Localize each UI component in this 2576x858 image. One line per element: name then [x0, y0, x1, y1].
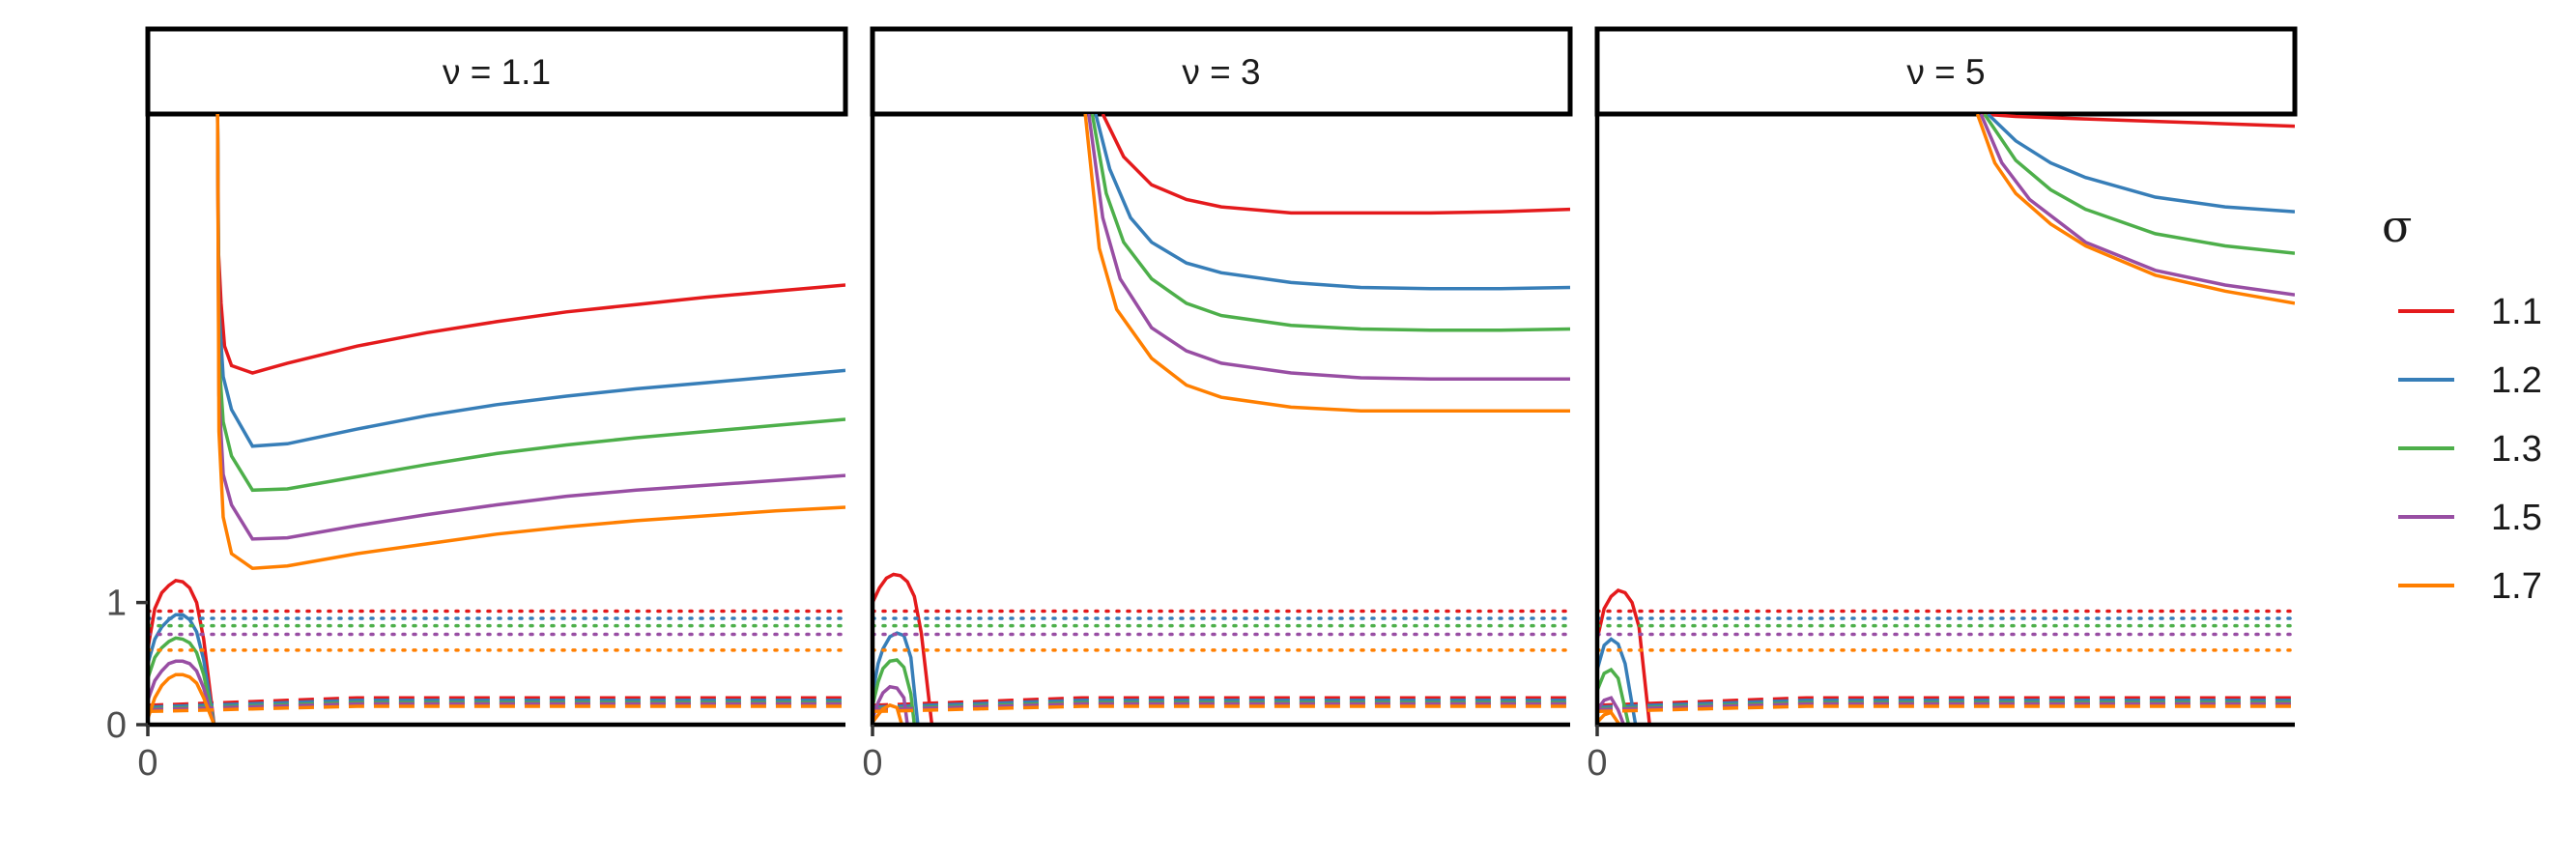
series-line-high-sigma-1.5	[1087, 114, 1570, 382]
strip-box	[870, 26, 1573, 117]
series-line-high-sigma-1.3	[1090, 114, 1570, 332]
y-axis-ticks: 01	[106, 584, 148, 746]
series-group	[873, 114, 1570, 726]
series-line-low-sigma-1.2	[1597, 637, 1638, 726]
dashed-line-sigma-1.1	[873, 696, 1570, 707]
series-line-high-sigma-1.7	[1975, 114, 2295, 305]
legend-item: 1.5	[2398, 498, 2542, 538]
legend-label: 1.1	[2491, 292, 2542, 332]
x-tick-label: 0	[862, 743, 882, 784]
dashed-line-sigma-1.5	[873, 701, 1570, 712]
series-group	[148, 114, 845, 726]
series-line-low-sigma-1.5	[1597, 696, 1626, 726]
series-line-high-sigma-1.7	[1083, 114, 1570, 413]
dashed-line-sigma-1.7	[148, 704, 845, 714]
dashed-line-sigma-1.5	[148, 701, 845, 712]
series-line-high-sigma-1.2	[1987, 114, 2295, 214]
x-tick-label: 0	[1587, 743, 1607, 784]
series-line-high-sigma-1.1	[215, 114, 845, 375]
series-line-low-sigma-1.3	[873, 658, 917, 726]
series-line-low-sigma-1.1	[1597, 588, 1651, 726]
y-tick-label: 1	[106, 584, 127, 624]
dashed-line-sigma-1.2	[148, 698, 845, 709]
dashed-line-sigma-1.1	[1597, 696, 2295, 707]
series-line-high-sigma-1.2	[215, 114, 845, 448]
dashed-line-sigma-1.1	[148, 696, 845, 707]
facet-panel: ν = 3 0	[862, 26, 1573, 784]
series-line-low-sigma-1.3	[148, 636, 216, 726]
dashed-line-sigma-1.7	[873, 704, 1570, 714]
legend-title: σ	[2382, 200, 2412, 252]
dashed-line-sigma-1.2	[873, 698, 1570, 709]
legend-label: 1.3	[2491, 429, 2542, 470]
dashed-line-sigma-1.2	[1597, 698, 2295, 709]
dashed-line-sigma-1.7	[1597, 704, 2295, 714]
series-line-low-sigma-1.5	[873, 684, 909, 726]
series-line-high-sigma-1.1	[1980, 114, 2295, 129]
series-line-low-sigma-1.3	[1597, 667, 1631, 726]
series-line-high-sigma-1.3	[215, 114, 845, 493]
series-line-low-sigma-1.7	[1597, 710, 1621, 726]
series-line-low-sigma-1.5	[148, 659, 216, 726]
legend-label: 1.5	[2491, 498, 2542, 538]
facet-panel: ν = 5 0	[1587, 26, 2298, 784]
legend-item: 1.2	[2398, 360, 2542, 401]
series-line-low-sigma-1.1	[873, 572, 934, 726]
facet-panel: ν = 1.1 0	[137, 26, 848, 784]
strip-label: ν = 5	[1906, 52, 1985, 92]
series-line-high-sigma-1.3	[1983, 114, 2295, 255]
series-line-low-sigma-1.7	[148, 672, 216, 726]
strip-label: ν = 3	[1182, 52, 1260, 92]
series-line-high-sigma-1.7	[215, 114, 845, 570]
x-tick-label: 0	[137, 743, 157, 784]
legend: σ 1.1 1.2 1.3 1.5 1.7	[2382, 200, 2542, 607]
series-line-high-sigma-1.5	[215, 114, 845, 541]
strip-box	[145, 26, 848, 117]
series-line-high-sigma-1.5	[1979, 114, 2295, 297]
strip-label: ν = 1.1	[443, 52, 551, 92]
series-line-high-sigma-1.1	[1101, 114, 1570, 215]
legend-label: 1.2	[2491, 360, 2542, 401]
series-line-high-sigma-1.2	[1094, 114, 1570, 291]
dashed-line-sigma-1.5	[1597, 701, 2295, 712]
series-line-low-sigma-1.1	[148, 578, 216, 726]
legend-item: 1.3	[2398, 429, 2542, 470]
series-group	[1597, 114, 2295, 726]
strip-box	[1594, 26, 2298, 117]
legend-item: 1.1	[2398, 292, 2542, 332]
legend-item: 1.7	[2398, 566, 2542, 607]
legend-label: 1.7	[2491, 566, 2542, 607]
y-tick-label: 0	[106, 705, 127, 746]
